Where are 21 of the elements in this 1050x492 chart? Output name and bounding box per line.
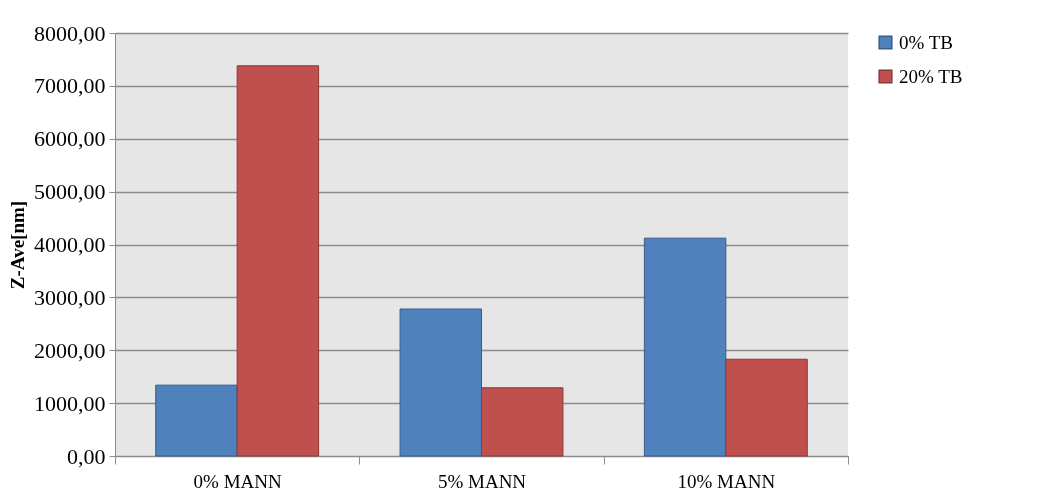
x-tick-label: 10% MANN	[677, 470, 776, 492]
x-tick-label: 0% MANN	[193, 470, 283, 492]
bar	[236, 65, 320, 457]
bar	[643, 237, 727, 457]
y-tick-label: 0,00	[67, 443, 106, 469]
y-tick-label: 3000,00	[34, 284, 106, 310]
bar	[399, 308, 482, 457]
y-tick-label: 8000,00	[34, 20, 106, 46]
y-tick-label: 6000,00	[34, 126, 106, 152]
y-tick-label: 2000,00	[34, 337, 106, 363]
bar	[725, 358, 808, 457]
legend-label: 20% TB	[899, 65, 963, 87]
y-axis-title: Z-Ave[nm]	[7, 200, 28, 290]
bar	[481, 387, 564, 457]
bar	[155, 384, 238, 457]
y-tick-label: 4000,00	[34, 232, 106, 257]
y-tick-label: 1000,00	[34, 390, 106, 416]
y-tick-label: 5000,00	[34, 179, 106, 205]
legend-label: 0% TB	[899, 31, 954, 53]
y-tick-label: 7000,00	[34, 73, 106, 99]
x-tick-label: 5% MANN	[437, 470, 527, 492]
